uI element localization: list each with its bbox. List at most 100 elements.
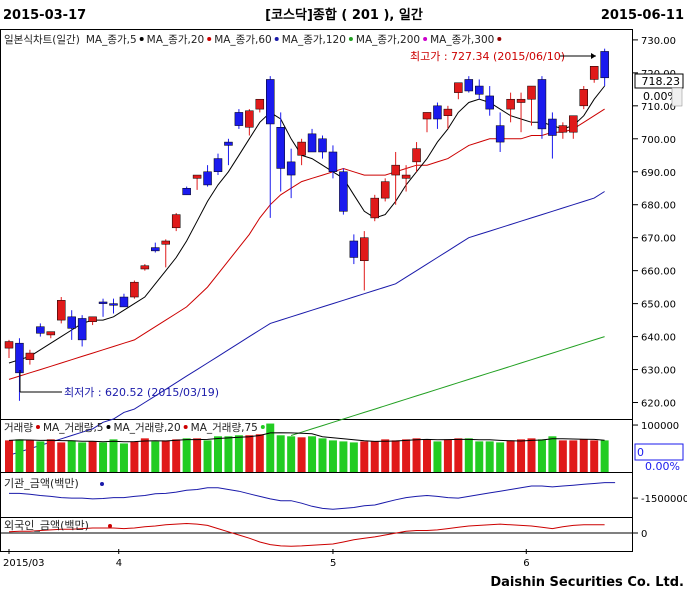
chart-title: [코스닥]종합 ( 201 ), 일간	[265, 7, 423, 23]
legend-item: MA_종가,120	[282, 34, 346, 46]
candle-body	[349, 240, 359, 258]
volume-bar	[475, 441, 484, 472]
candle-body	[67, 316, 76, 329]
price-tick-label: 730.00	[641, 36, 676, 47]
volume-bar	[391, 440, 400, 472]
candle-body	[569, 115, 578, 133]
volume-bar	[569, 440, 578, 472]
candle-body	[46, 331, 56, 336]
candle-body	[98, 301, 108, 304]
candle-body	[140, 265, 150, 270]
foreign-line	[8, 522, 605, 547]
volume-bar	[537, 439, 546, 472]
price-tick-label: 700.00	[641, 135, 676, 146]
current-price-box	[634, 73, 684, 89]
volume-badge-change: 0.00%	[645, 460, 680, 473]
volume-bar	[297, 437, 306, 472]
candle-body	[391, 164, 400, 176]
volume-badge-box	[634, 443, 684, 461]
current-price: 718.23	[642, 75, 681, 88]
candle-body	[600, 51, 609, 79]
legend-item: MA_종가,300	[430, 34, 494, 46]
inst-panel	[0, 472, 633, 518]
ma20-line	[8, 108, 605, 380]
legend-item: MA_종가,5	[86, 34, 137, 46]
candle-body	[203, 171, 212, 186]
legend-dot	[106, 425, 111, 429]
inst-tick-label: -1500000	[641, 494, 687, 505]
candle-body	[558, 125, 568, 133]
candle-body	[109, 303, 118, 306]
legend-dot	[423, 37, 428, 41]
legend-dot	[183, 425, 188, 429]
candle-body	[339, 171, 348, 212]
legend-item: MA_종가,20	[147, 34, 205, 46]
candle-body	[297, 141, 306, 156]
candle-body	[380, 181, 390, 199]
candle-body	[443, 108, 453, 116]
legend-item: MA_거래량,20	[113, 422, 180, 434]
candle-body	[475, 85, 484, 95]
candle-body	[286, 161, 296, 176]
candle-body	[537, 79, 547, 130]
volume-bar	[485, 441, 494, 472]
candle-body	[234, 112, 244, 126]
legend-dot	[348, 37, 353, 41]
volume-bar	[15, 439, 24, 472]
candle-body	[589, 66, 599, 80]
x-tick-label: 4	[116, 558, 122, 569]
volume-bar	[496, 442, 505, 472]
candle-body	[57, 300, 66, 321]
price-tick-label: 690.00	[641, 168, 676, 179]
foreign-legend-dot	[108, 524, 112, 528]
candle-body	[245, 110, 254, 128]
candle-body	[433, 105, 442, 120]
volume-bar	[287, 436, 296, 472]
candle-body	[161, 240, 170, 245]
candle-body	[77, 318, 87, 341]
candle-body	[506, 98, 515, 110]
volume-bar	[402, 439, 411, 472]
volume-bar	[579, 439, 588, 472]
ma60-line	[8, 191, 605, 456]
legend-item: MA_종가,200	[356, 34, 420, 46]
candle-body	[307, 133, 317, 153]
candle-body	[548, 118, 557, 136]
volume-bar	[99, 442, 108, 472]
volume-badge-value: 0	[637, 446, 644, 459]
candle-body	[119, 296, 129, 308]
volume-bar	[88, 441, 97, 472]
volume-bar	[506, 440, 515, 472]
price-tick-label: 640.00	[641, 333, 676, 344]
legend-item: 일본식차트(일간)	[4, 33, 80, 46]
volume-bar	[433, 441, 442, 472]
candle-body	[182, 187, 191, 196]
legend-item: 거래량	[4, 422, 33, 434]
price-tick-label: 650.00	[641, 300, 676, 311]
scroll-thumb[interactable]	[671, 87, 683, 107]
candle-body	[360, 237, 369, 262]
volume-bar	[423, 439, 431, 472]
candle-body	[516, 98, 526, 103]
candle-body	[88, 316, 97, 322]
candle-body	[454, 82, 463, 93]
volume-bar	[109, 439, 118, 472]
volume-bar	[119, 443, 128, 472]
price-tick-label: 680.00	[641, 201, 676, 212]
volume-ma5-line	[8, 432, 605, 443]
price-tick-label: 620.00	[641, 399, 676, 410]
candle-body	[171, 214, 181, 229]
volume-bar	[151, 441, 160, 472]
volume-bar	[193, 438, 202, 472]
volume-bar	[130, 441, 139, 472]
current-change: 0.00%	[643, 90, 678, 103]
volume-bar	[67, 440, 76, 472]
volume-bar	[5, 440, 13, 472]
candle-body	[464, 79, 474, 92]
price-tick-label: 630.00	[641, 366, 676, 377]
x-tick-label: 2015/03	[3, 558, 45, 569]
end-date: 2015-06-11	[601, 8, 684, 23]
candle-body	[527, 85, 536, 100]
candle-body	[422, 112, 432, 120]
candle-body	[495, 125, 505, 143]
